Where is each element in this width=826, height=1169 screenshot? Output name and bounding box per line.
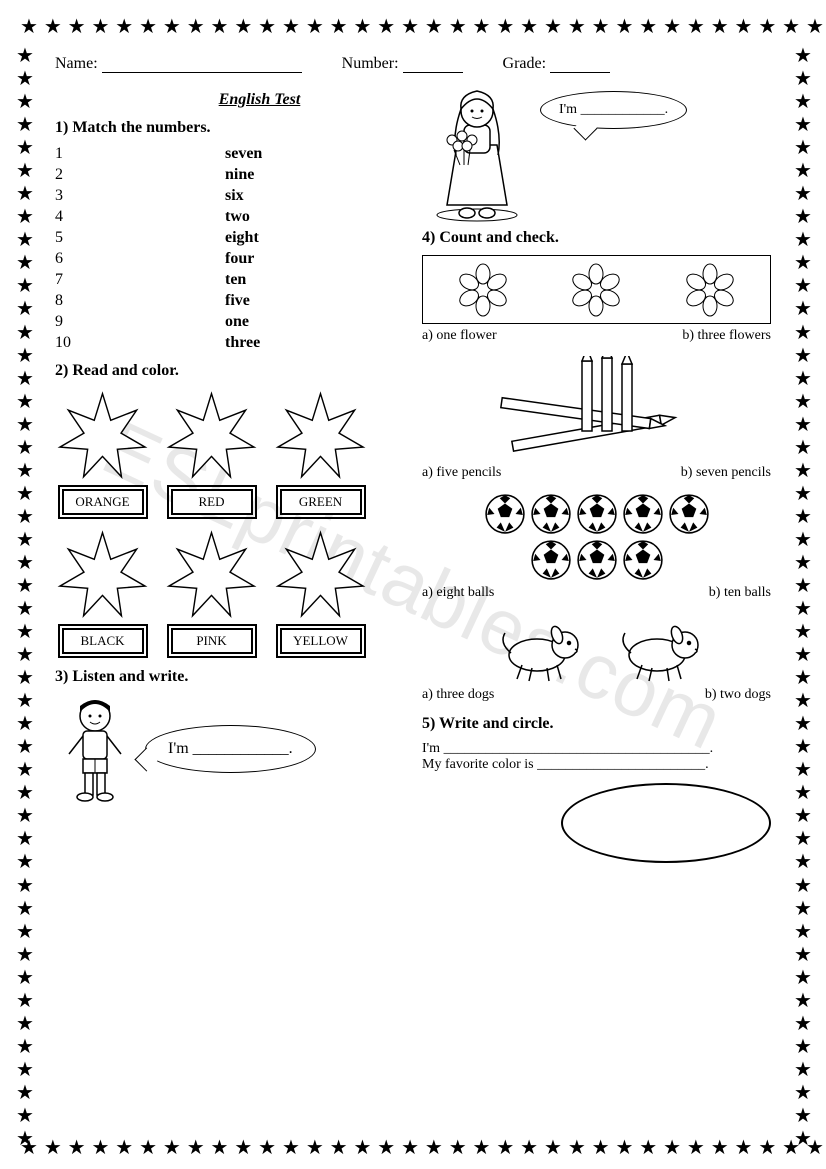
q4-pencils-a[interactable]: a) five pencils (422, 465, 501, 481)
q5-line1[interactable]: I'm ____________________________________… (422, 741, 771, 757)
match-row[interactable]: 4 two (55, 208, 305, 226)
match-number: 9 (55, 313, 85, 331)
q4-heading: 4) Count and check. (422, 229, 771, 247)
match-row[interactable]: 9 one (55, 313, 305, 331)
dogs-image (422, 613, 771, 683)
color-star[interactable] (273, 527, 368, 622)
q4-flowers-a[interactable]: a) one flower (422, 328, 497, 344)
q4-dogs-b[interactable]: b) two dogs (705, 687, 771, 703)
q2-heading: 2) Read and color. (55, 362, 404, 380)
match-number: 10 (55, 334, 85, 352)
girl-illustration (422, 85, 532, 225)
match-word: two (225, 208, 305, 226)
q5-circle-area[interactable] (561, 783, 771, 863)
color-star[interactable] (55, 388, 150, 483)
boy-illustration (55, 694, 135, 804)
match-row[interactable]: 7 ten (55, 271, 305, 289)
match-row[interactable]: 10 three (55, 334, 305, 352)
q3-speech-bubble[interactable]: I'm ____________. (145, 725, 316, 773)
match-number: 7 (55, 271, 85, 289)
match-row[interactable]: 2 nine (55, 166, 305, 184)
number-blank[interactable] (403, 57, 463, 73)
match-word: ten (225, 271, 305, 289)
match-word: four (225, 250, 305, 268)
match-word: nine (225, 166, 305, 184)
q4-balls-b[interactable]: b) ten balls (709, 585, 771, 601)
girl-bubble-text: I'm ____________. (559, 102, 668, 117)
left-column: English Test 1) Match the numbers. 1 seve… (55, 85, 404, 863)
match-number: 3 (55, 187, 85, 205)
match-word: one (225, 313, 305, 331)
match-word: five (225, 292, 305, 310)
match-word: seven (225, 145, 305, 163)
color-label: PINK (171, 628, 253, 654)
match-row[interactable]: 3 six (55, 187, 305, 205)
page-title: English Test (115, 91, 404, 109)
color-star[interactable] (273, 388, 368, 483)
color-label: GREEN (280, 489, 362, 515)
match-row[interactable]: 5 eight (55, 229, 305, 247)
match-number: 2 (55, 166, 85, 184)
name-field[interactable]: Name: (55, 55, 302, 73)
name-blank[interactable] (102, 57, 302, 73)
q4-pencils-b[interactable]: b) seven pencils (681, 465, 771, 481)
match-row[interactable]: 1 seven (55, 145, 305, 163)
name-label: Name: (55, 55, 98, 72)
color-label: YELLOW (280, 628, 362, 654)
q1-heading: 1) Match the numbers. (55, 119, 404, 137)
grade-blank[interactable] (550, 57, 610, 73)
match-number: 6 (55, 250, 85, 268)
color-star[interactable] (55, 527, 150, 622)
balls-image (477, 493, 717, 581)
pencils-image (422, 356, 771, 461)
q5-line2[interactable]: My favorite color is ___________________… (422, 757, 771, 773)
match-word: six (225, 187, 305, 205)
color-label: BLACK (62, 628, 144, 654)
match-number: 8 (55, 292, 85, 310)
match-row[interactable]: 8 five (55, 292, 305, 310)
match-word: eight (225, 229, 305, 247)
flowers-image (422, 255, 771, 324)
match-number: 5 (55, 229, 85, 247)
q3-bubble-text: I'm ____________. (168, 740, 293, 757)
q1-match: 1 seven 2 nine 3 six 4 two 5 eight 6 four 7 ten 8 five 9… (55, 145, 404, 352)
grade-field[interactable]: Grade: (503, 55, 611, 73)
header: Name: Number: Grade: (55, 55, 771, 73)
girl-speech-bubble[interactable]: I'm ____________. (540, 91, 687, 129)
q4-balls-a[interactable]: a) eight balls (422, 585, 494, 601)
color-star[interactable] (164, 388, 259, 483)
match-number: 4 (55, 208, 85, 226)
q4-dogs-a[interactable]: a) three dogs (422, 687, 494, 703)
match-row[interactable]: 6 four (55, 250, 305, 268)
color-star[interactable] (164, 527, 259, 622)
q4-flowers-b[interactable]: b) three flowers (682, 328, 771, 344)
q3-heading: 3) Listen and write. (55, 668, 404, 686)
color-label: RED (171, 489, 253, 515)
grade-label: Grade: (503, 55, 547, 72)
q5-heading: 5) Write and circle. (422, 715, 771, 733)
right-column: I'm ____________. 4) Count and check. a)… (422, 85, 771, 863)
number-field[interactable]: Number: (342, 55, 463, 73)
number-label: Number: (342, 55, 399, 72)
match-word: three (225, 334, 305, 352)
color-label: ORANGE (62, 489, 144, 515)
match-number: 1 (55, 145, 85, 163)
